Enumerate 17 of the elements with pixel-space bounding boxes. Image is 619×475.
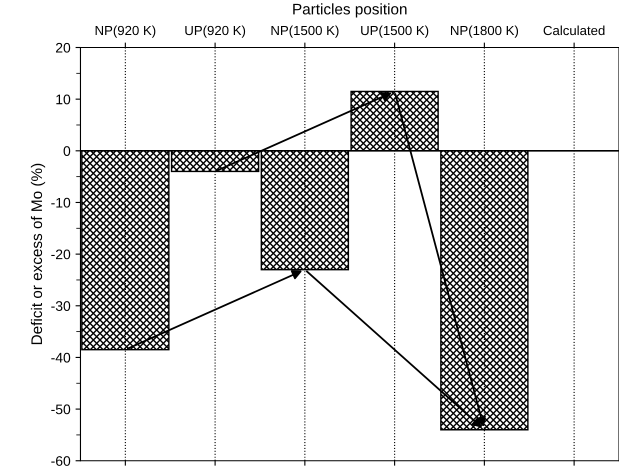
y-tick-label: -10 [51, 198, 70, 208]
y-tick-label: -30 [51, 301, 70, 311]
y-tick-label: -20 [51, 249, 70, 260]
x-tick-label: NP(1500 K) [271, 25, 339, 38]
y-axis-title: Deficit or excess of Mo (%) [30, 164, 46, 344]
y-tick-label: -50 [51, 404, 70, 414]
x-tick-label: Calculated [544, 25, 604, 36]
y-tick-label: -60 [51, 456, 70, 466]
y-tick-label: -40 [51, 352, 70, 363]
x-tick-label: UP(920 K) [185, 25, 246, 38]
y-tick-label: 20 [56, 42, 70, 53]
x-tick-label: UP(1500 K) [361, 25, 428, 38]
x2-axis-title: Particles position [293, 3, 406, 18]
y-tick-label: 10 [56, 94, 70, 104]
x-tick-label: NP(1800 K) [450, 25, 518, 38]
y-tick-label: 0 [64, 146, 70, 156]
x-tick-label: NP(920 K) [96, 25, 156, 38]
